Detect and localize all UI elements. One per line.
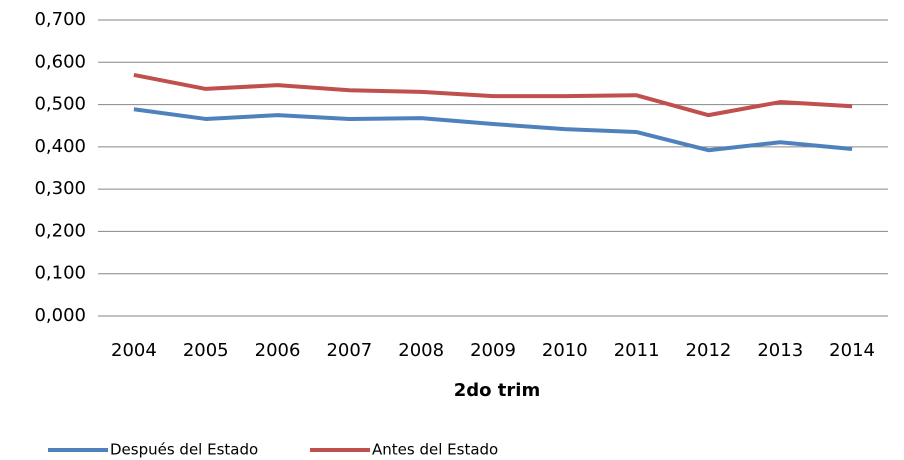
y-tick-label: 0,400: [34, 136, 86, 157]
x-tick-label: 2011: [614, 340, 660, 361]
x-axis-title: 2do trim: [454, 380, 540, 401]
x-tick-label: 2006: [255, 340, 301, 361]
x-tick-label: 2009: [470, 340, 516, 361]
x-tick-label: 2007: [326, 340, 372, 361]
y-tick-label: 0,600: [34, 51, 86, 72]
x-tick-label: 2005: [183, 340, 229, 361]
y-tick-label: 0,200: [34, 220, 86, 241]
y-tick-label: 0,300: [34, 178, 86, 199]
x-tick-label: 2004: [111, 340, 157, 361]
data-line: [133, 107, 853, 153]
y-tick-label: 0,100: [34, 263, 86, 284]
legend-label: Después del Estado: [110, 441, 258, 459]
x-tick-label: 2008: [398, 340, 444, 361]
x-tick-label: 2013: [757, 340, 803, 361]
data-line: [133, 73, 853, 118]
x-tick-label: 2010: [542, 340, 588, 361]
x-tick-label: 2012: [686, 340, 732, 361]
x-tick-label: 2014: [829, 340, 875, 361]
legend-label: Antes del Estado: [372, 441, 498, 459]
y-tick-label: 0,500: [34, 94, 86, 115]
y-tick-label: 0,000: [34, 305, 86, 326]
y-tick-label: 0,700: [34, 9, 86, 30]
